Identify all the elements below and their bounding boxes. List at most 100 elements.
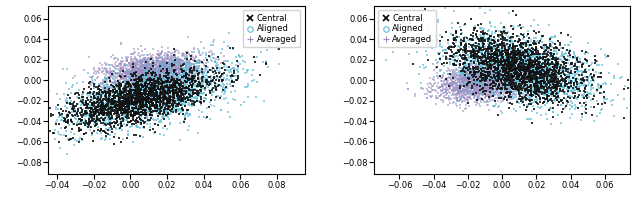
Point xyxy=(108,77,118,80)
Point xyxy=(111,121,121,125)
Point xyxy=(497,50,507,54)
Point xyxy=(123,103,133,106)
Point xyxy=(148,77,159,81)
Point xyxy=(164,72,174,76)
Point xyxy=(191,92,202,95)
Point xyxy=(120,64,130,68)
Point xyxy=(547,52,557,55)
Point xyxy=(504,11,515,14)
Point xyxy=(509,54,520,57)
Point xyxy=(529,54,539,57)
Point xyxy=(573,55,583,58)
Point xyxy=(505,93,515,96)
Point xyxy=(53,130,63,133)
Point xyxy=(527,67,538,70)
Point xyxy=(460,74,470,77)
Point xyxy=(497,55,507,58)
Point xyxy=(498,67,508,70)
Point xyxy=(496,73,506,76)
Point xyxy=(60,117,70,120)
Point xyxy=(552,72,563,75)
Point xyxy=(141,78,152,82)
Point xyxy=(500,50,511,54)
Point xyxy=(139,68,149,71)
Point xyxy=(154,72,164,75)
Point xyxy=(161,64,171,67)
Point xyxy=(83,102,93,105)
Point xyxy=(119,110,129,113)
Point xyxy=(68,108,78,112)
Point xyxy=(466,62,476,65)
Point xyxy=(169,81,179,84)
Point xyxy=(524,68,534,71)
Point xyxy=(132,119,142,122)
Point xyxy=(570,88,580,91)
Point xyxy=(177,107,187,111)
Point xyxy=(532,59,543,63)
Point xyxy=(104,115,114,118)
Point xyxy=(164,70,174,74)
Point xyxy=(168,71,178,74)
Point xyxy=(154,80,164,84)
Point xyxy=(486,73,497,77)
Point xyxy=(544,65,554,69)
Point xyxy=(137,77,147,80)
Point xyxy=(134,72,144,76)
Point xyxy=(456,69,467,72)
Point xyxy=(94,72,104,75)
Point xyxy=(131,107,141,110)
Point xyxy=(188,81,198,84)
Point xyxy=(118,99,128,103)
Point xyxy=(168,55,179,59)
Point xyxy=(113,72,123,75)
Point xyxy=(127,64,137,67)
Point xyxy=(454,66,464,70)
Point xyxy=(187,75,197,79)
Point xyxy=(157,76,168,79)
Point xyxy=(512,71,522,75)
Point xyxy=(488,38,498,41)
Point xyxy=(116,76,127,80)
Point xyxy=(159,117,169,120)
Point xyxy=(168,87,179,91)
Point xyxy=(134,101,144,104)
Point xyxy=(473,68,483,72)
Point xyxy=(521,49,531,53)
Point xyxy=(517,58,527,62)
Point xyxy=(83,117,93,121)
Point xyxy=(445,97,456,100)
Point xyxy=(131,113,141,116)
Point xyxy=(168,68,179,71)
Point xyxy=(497,70,507,73)
Point xyxy=(85,75,95,79)
Point xyxy=(487,84,497,87)
Point xyxy=(484,76,495,80)
Point xyxy=(515,45,525,49)
Point xyxy=(146,89,156,93)
Point xyxy=(452,93,463,97)
Point xyxy=(66,100,76,103)
Point xyxy=(499,25,509,28)
Point xyxy=(175,59,186,62)
Point xyxy=(124,93,134,96)
Point xyxy=(102,67,112,71)
Point xyxy=(508,55,518,58)
Point xyxy=(455,89,465,93)
Point xyxy=(522,72,532,76)
Point xyxy=(469,86,479,89)
Point xyxy=(490,74,500,77)
Point xyxy=(538,80,548,83)
Point xyxy=(452,51,462,54)
Point xyxy=(524,117,534,120)
Point xyxy=(564,103,575,106)
Point xyxy=(188,100,198,103)
Point xyxy=(600,53,611,57)
Point xyxy=(530,87,540,91)
Point xyxy=(489,53,499,56)
Point xyxy=(179,117,189,120)
Point xyxy=(157,66,168,69)
Point xyxy=(134,71,145,74)
Point xyxy=(134,97,144,100)
Point xyxy=(493,77,503,81)
Point xyxy=(524,50,534,54)
